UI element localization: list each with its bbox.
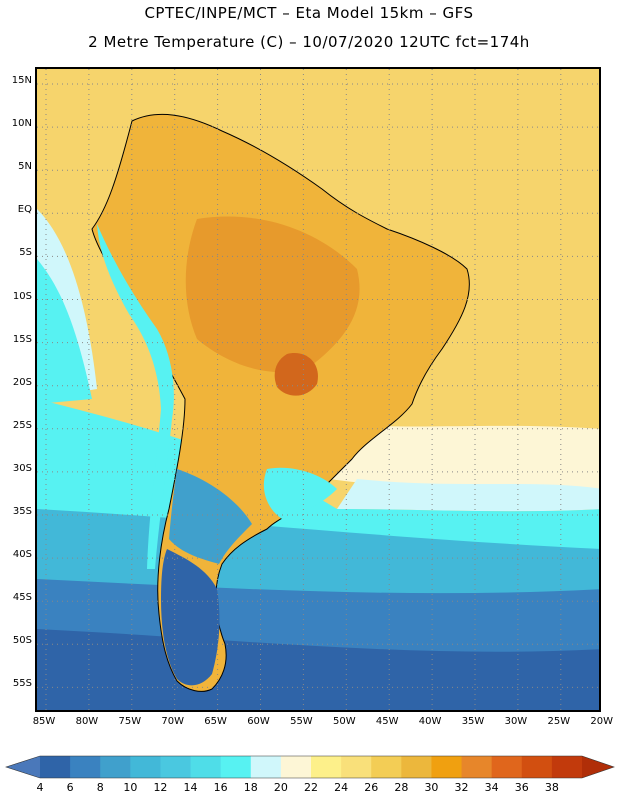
colorbar-tick-label: 34 bbox=[484, 781, 499, 794]
colorbar-segment bbox=[100, 756, 131, 778]
colorbar-segment bbox=[401, 756, 432, 778]
map-title: CPTEC/INPE/MCT – Eta Model 15km – GFS bbox=[144, 4, 474, 22]
longitude-label: 35W bbox=[461, 716, 485, 727]
colorbar-tick-label: 36 bbox=[514, 781, 529, 794]
colorbar-segment bbox=[220, 756, 252, 778]
colorbar-segment bbox=[431, 756, 463, 778]
colorbar-tick-label: 14 bbox=[183, 781, 198, 794]
longitude-label: 85W bbox=[32, 716, 56, 727]
colorbar-tick-label: 38 bbox=[544, 781, 559, 794]
colorbar-segment bbox=[371, 756, 402, 778]
colorbar-tick-label: 30 bbox=[424, 781, 439, 794]
andes-cool-ridge bbox=[97, 224, 174, 569]
pacific-cold-band bbox=[37, 259, 92, 404]
latitude-label: EQ bbox=[17, 204, 32, 216]
colorbar-segment bbox=[280, 756, 312, 778]
latitude-label: 40S bbox=[12, 549, 32, 561]
latitude-label: 20S bbox=[12, 376, 32, 388]
latitude-label: 30S bbox=[12, 462, 32, 474]
longitude-label: 80W bbox=[75, 716, 99, 727]
patagonia-cold-region bbox=[161, 549, 220, 686]
chaco-hottest-region bbox=[274, 353, 318, 396]
latitude-label: 10S bbox=[12, 290, 32, 302]
longitude-label: 50W bbox=[332, 716, 356, 727]
longitude-label: 55W bbox=[290, 716, 313, 727]
longitude-label: 40W bbox=[418, 716, 442, 727]
colorbar-segment bbox=[130, 756, 161, 778]
colorbar-tick-label: 28 bbox=[394, 781, 409, 794]
latitude-label: 45S bbox=[12, 592, 32, 604]
map-subtitle: 2 Metre Temperature (C) – 10/07/2020 12U… bbox=[88, 33, 530, 51]
colorbar-tick-label: 12 bbox=[153, 781, 168, 794]
longitude-label: 60W bbox=[247, 716, 270, 727]
colorbar-tick-label: 32 bbox=[454, 781, 469, 794]
latitude-label: 25S bbox=[12, 419, 32, 431]
colorbar-segment bbox=[341, 756, 372, 778]
temperature-map bbox=[37, 69, 599, 710]
colorbar-segment bbox=[461, 756, 493, 778]
colorbar-tick-label: 6 bbox=[66, 781, 74, 794]
colorbar-tick-label: 18 bbox=[243, 781, 258, 794]
colorbar-segment bbox=[190, 756, 222, 778]
longitude-label: 30W bbox=[504, 716, 528, 727]
colorbar-segment bbox=[521, 756, 553, 778]
longitude-label: 25W bbox=[547, 716, 571, 727]
latitude-label: 15N bbox=[11, 75, 32, 86]
colorbar-tick-label: 4 bbox=[36, 781, 44, 794]
ocean-transition-band bbox=[337, 479, 599, 512]
colorbar-tick-label: 20 bbox=[273, 781, 288, 794]
colorbar-tick-label: 24 bbox=[334, 781, 349, 794]
colorbar-segment bbox=[70, 756, 101, 778]
colorbar-tick-label: 8 bbox=[96, 781, 104, 794]
latitude-label: 15S bbox=[12, 333, 32, 345]
colorbar-tick-label: 16 bbox=[213, 781, 228, 794]
colorbar-tick-label: 22 bbox=[304, 781, 318, 794]
colorbar-tick-label: 10 bbox=[123, 781, 138, 794]
latitude-label: 35S bbox=[12, 506, 32, 517]
longitude-label: 45W bbox=[375, 716, 399, 727]
colorbar-tick-label: 26 bbox=[364, 781, 379, 794]
longitude-label: 75W bbox=[118, 716, 142, 727]
colorbar-max-arrow bbox=[582, 756, 614, 778]
temperature-colorbar bbox=[5, 755, 615, 779]
colorbar-segment bbox=[250, 756, 282, 778]
longitude-label: 20W bbox=[590, 716, 613, 727]
colorbar-segment bbox=[551, 756, 583, 778]
map-panel bbox=[35, 67, 601, 712]
colorbar-segment bbox=[491, 756, 523, 778]
latitude-label: 55S bbox=[12, 678, 32, 690]
river-plate-region bbox=[263, 467, 337, 519]
longitude-label: 70W bbox=[161, 716, 184, 727]
colorbar-outline bbox=[5, 755, 615, 779]
latitude-label: 50S bbox=[12, 635, 32, 647]
latitude-label: 5S bbox=[19, 247, 32, 259]
colorbar-segment bbox=[311, 756, 342, 778]
colorbar-min-arrow bbox=[6, 756, 40, 778]
longitude-label: 65W bbox=[204, 716, 227, 727]
latitude-label: 10N bbox=[11, 118, 32, 130]
latitude-label: 5N bbox=[18, 161, 32, 173]
colorbar-segment bbox=[160, 756, 192, 778]
southern-cone-cool-region bbox=[169, 469, 252, 564]
amazon-hot-region bbox=[185, 216, 360, 373]
colorbar-segment bbox=[40, 756, 71, 778]
